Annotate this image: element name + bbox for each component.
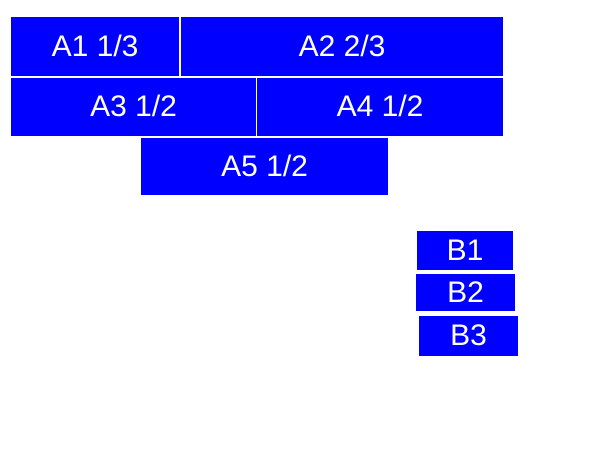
box-a3: A3 1/2 [11,78,256,136]
box-label: A2 2/3 [298,29,386,63]
box-label: B2 [447,275,484,309]
box-b1: B1 [417,231,513,270]
box-b2: B2 [416,274,515,311]
box-a1: A1 1/3 [11,17,179,76]
box-label: B1 [446,233,484,267]
box-a2: A2 2/3 [181,17,503,76]
box-a4: A4 1/2 [257,78,503,136]
box-label: A5 1/2 [221,149,308,183]
box-label: A3 1/2 [90,90,177,123]
box-b3: B3 [419,316,518,356]
box-label: B3 [450,319,487,352]
box-a5: A5 1/2 [141,138,388,195]
box-label: A4 1/2 [336,90,424,123]
box-label: A1 1/3 [51,29,139,63]
